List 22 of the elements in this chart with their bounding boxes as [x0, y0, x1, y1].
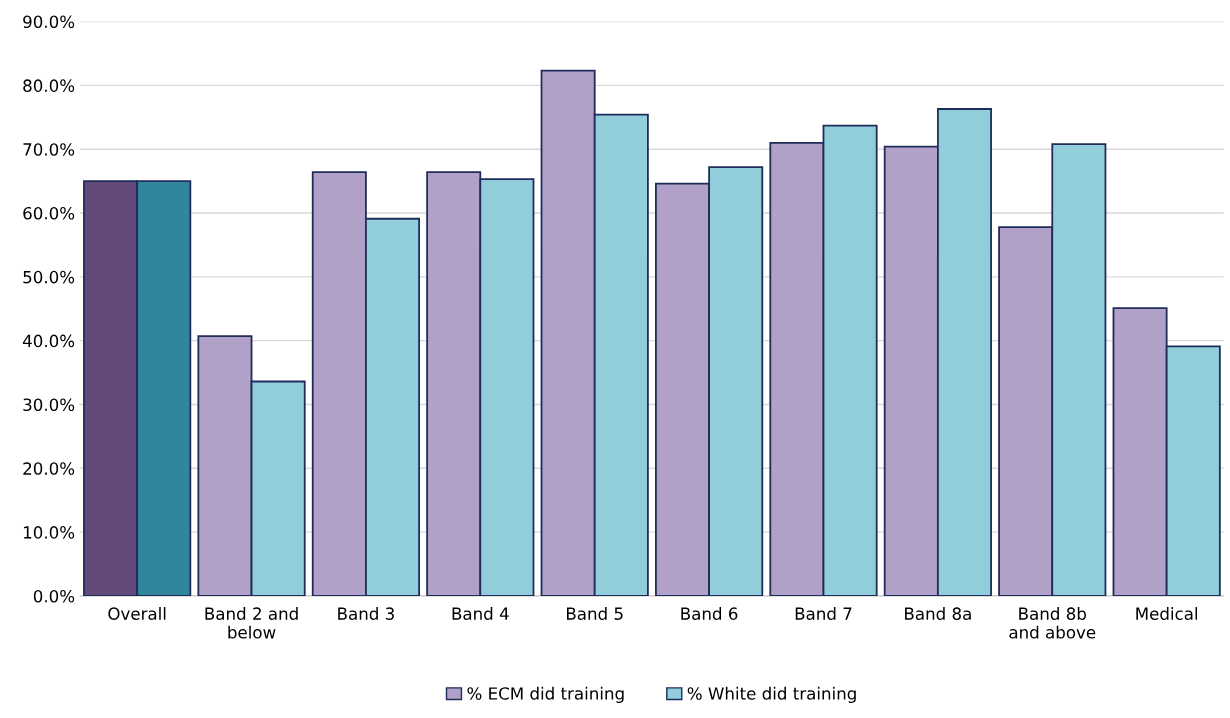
legend-label: % ECM did training	[467, 686, 624, 703]
y-tick-label: 60.0%	[23, 206, 75, 220]
y-tick-label: 0.0%	[33, 589, 75, 603]
legend-label: % White did training	[687, 686, 856, 703]
y-tick-label: 30.0%	[23, 398, 75, 412]
y-tick-label: 40.0%	[22, 334, 75, 348]
y-tick-label: 10.0%	[23, 526, 75, 539]
x-tick-label: Medical	[1136, 607, 1198, 620]
x-tick-label: Band 5	[566, 607, 623, 620]
y-tick-label: 20.0%	[23, 462, 75, 475]
x-tick-label: Band 8b and above	[1009, 607, 1096, 639]
x-tick-label: Overall	[108, 607, 166, 620]
y-tick-label: 50.0%	[23, 270, 75, 284]
x-tick-label: Band 4	[452, 607, 509, 620]
y-tick-label: 80.0%	[23, 79, 75, 92]
x-tick-label: Band 2 and below	[205, 607, 298, 639]
x-tick-label: Band 3	[338, 607, 394, 620]
x-tick-label: Band 8a	[905, 607, 971, 620]
x-tick-label: Band 7	[795, 607, 852, 620]
y-tick-label: 70.0%	[23, 143, 75, 156]
y-tick-label: 90.0%	[23, 15, 75, 29]
x-tick-label: Band 6	[681, 607, 738, 620]
